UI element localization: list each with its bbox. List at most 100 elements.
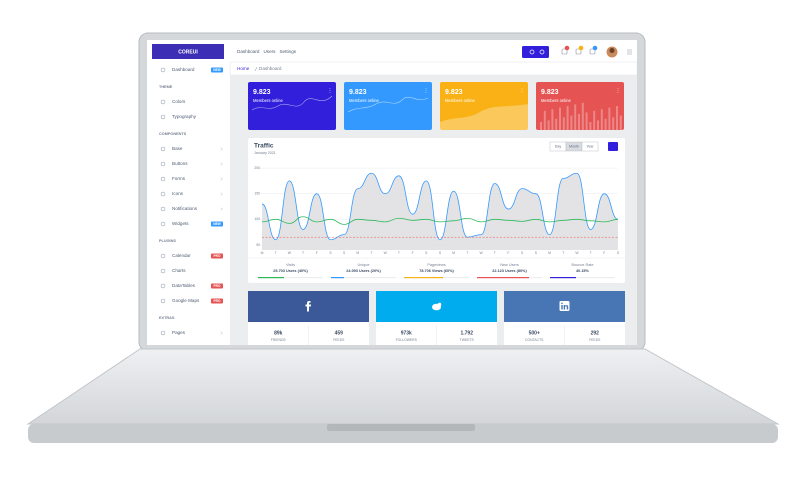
spark-bar bbox=[566, 106, 569, 130]
stat-label: Unique bbox=[357, 263, 369, 267]
list-icon[interactable] bbox=[575, 48, 582, 55]
x-tick-label: S bbox=[425, 251, 428, 255]
badge bbox=[211, 253, 223, 259]
x-tick-label: S bbox=[521, 251, 524, 255]
nav-item[interactable]: Pages bbox=[172, 330, 186, 335]
spark-area bbox=[440, 104, 528, 130]
traffic-subtitle: January 2021 bbox=[254, 151, 276, 155]
badge-text: PRO bbox=[214, 299, 221, 303]
spark-bar bbox=[551, 109, 554, 130]
progress-bar bbox=[550, 277, 576, 279]
badge-text: NEW bbox=[213, 68, 220, 72]
nav-item[interactable]: Dashboard bbox=[172, 67, 195, 72]
x-tick-label: T bbox=[494, 251, 496, 255]
laptop-edge bbox=[28, 424, 778, 443]
twitter-icon bbox=[437, 302, 442, 307]
download-button[interactable] bbox=[608, 142, 618, 151]
spark-bar bbox=[547, 120, 550, 130]
search-button[interactable] bbox=[522, 46, 549, 58]
laptop-base bbox=[26, 348, 780, 425]
nav-item[interactable]: Forms bbox=[172, 176, 186, 181]
nav-item[interactable]: Google Maps bbox=[172, 298, 200, 303]
card-label: Members online bbox=[445, 98, 475, 103]
spark-bar bbox=[581, 102, 584, 130]
mail-icon[interactable] bbox=[589, 48, 596, 55]
nav-icon bbox=[160, 146, 166, 152]
x-tick-label: T bbox=[370, 251, 372, 255]
facebook-icon bbox=[305, 301, 312, 312]
stat-card[interactable] bbox=[248, 82, 336, 130]
spark-bar bbox=[540, 122, 542, 130]
nav-item[interactable]: Typography bbox=[172, 114, 197, 119]
spark-bar bbox=[559, 107, 561, 130]
spark-line bbox=[347, 96, 429, 113]
spark-bar bbox=[612, 117, 615, 130]
area bbox=[262, 173, 618, 250]
x-tick-label: M bbox=[548, 251, 551, 255]
social-value: 89k bbox=[274, 330, 283, 336]
breadcrumb-bar bbox=[229, 61, 637, 76]
spark-bar bbox=[543, 110, 546, 130]
social-value: 1.792 bbox=[460, 330, 473, 336]
social-value: 973k bbox=[401, 330, 412, 336]
x-tick-label: W bbox=[384, 251, 388, 255]
bell-icon[interactable] bbox=[561, 48, 568, 55]
x-tick-label: T bbox=[398, 251, 400, 255]
progress-bar bbox=[331, 277, 344, 279]
nav-item[interactable]: Charts bbox=[172, 268, 186, 273]
breadcrumb: Dashboard bbox=[259, 66, 282, 71]
toggle-label: Day bbox=[555, 145, 562, 149]
spark-bar bbox=[616, 106, 618, 130]
social-label: FEEDS bbox=[589, 338, 601, 342]
sparkline bbox=[347, 96, 429, 113]
progress-track bbox=[331, 277, 396, 279]
header-nav[interactable]: Dashboard bbox=[237, 49, 260, 54]
stat-value: 24.093 Users (20%) bbox=[346, 269, 381, 273]
card-value: 9.823 bbox=[253, 89, 271, 96]
x-tick-label: S bbox=[439, 251, 442, 255]
stat-label: New Users bbox=[500, 263, 519, 267]
sparkline bbox=[540, 102, 622, 130]
sidebar bbox=[147, 40, 230, 345]
nav-icon bbox=[160, 206, 166, 212]
search-icon bbox=[529, 49, 535, 55]
header-nav[interactable]: Settings bbox=[279, 49, 296, 54]
x-tick-label: F bbox=[412, 251, 414, 255]
x-tick-label: W bbox=[575, 251, 579, 255]
menu-icon[interactable] bbox=[627, 49, 632, 55]
spark-bar bbox=[578, 114, 580, 130]
nav-item[interactable]: Colors bbox=[172, 99, 186, 104]
spark-bar bbox=[562, 117, 565, 130]
stat-card[interactable] bbox=[344, 82, 432, 130]
nav-item[interactable]: Notifications bbox=[172, 206, 198, 211]
badge-text: PRO bbox=[214, 284, 221, 288]
stat-card[interactable] bbox=[536, 82, 624, 130]
y-tick-label: 100 bbox=[254, 217, 260, 221]
chevron bbox=[220, 192, 223, 196]
nav-item[interactable]: Icons bbox=[172, 191, 184, 196]
progress-track bbox=[258, 277, 323, 279]
badge bbox=[592, 45, 598, 51]
header-nav[interactable]: Users bbox=[263, 49, 276, 54]
nav-item[interactable]: Base bbox=[172, 146, 183, 151]
toggle-button[interactable] bbox=[581, 141, 599, 152]
x-tick-label: F bbox=[507, 251, 509, 255]
nav-icon bbox=[160, 191, 166, 197]
nav-icon bbox=[160, 268, 166, 274]
x-tick-label: F bbox=[603, 251, 605, 255]
progress-bar bbox=[404, 277, 443, 279]
stat-card[interactable] bbox=[440, 82, 528, 130]
y-tick-label: 150 bbox=[254, 192, 260, 196]
nav-item[interactable]: Widgets bbox=[172, 221, 189, 226]
spark-bar bbox=[600, 109, 603, 130]
nav-item[interactable]: Calendar bbox=[172, 253, 191, 258]
nav-icon bbox=[160, 283, 166, 289]
x-tick-label: M bbox=[356, 251, 359, 255]
spark-bar bbox=[589, 122, 592, 130]
breadcrumb[interactable]: Home bbox=[237, 66, 250, 71]
nav-item[interactable]: DataTables bbox=[172, 283, 196, 288]
sidebar-title: COMPONENTS bbox=[159, 132, 187, 136]
nav-item[interactable]: Buttons bbox=[172, 161, 188, 166]
